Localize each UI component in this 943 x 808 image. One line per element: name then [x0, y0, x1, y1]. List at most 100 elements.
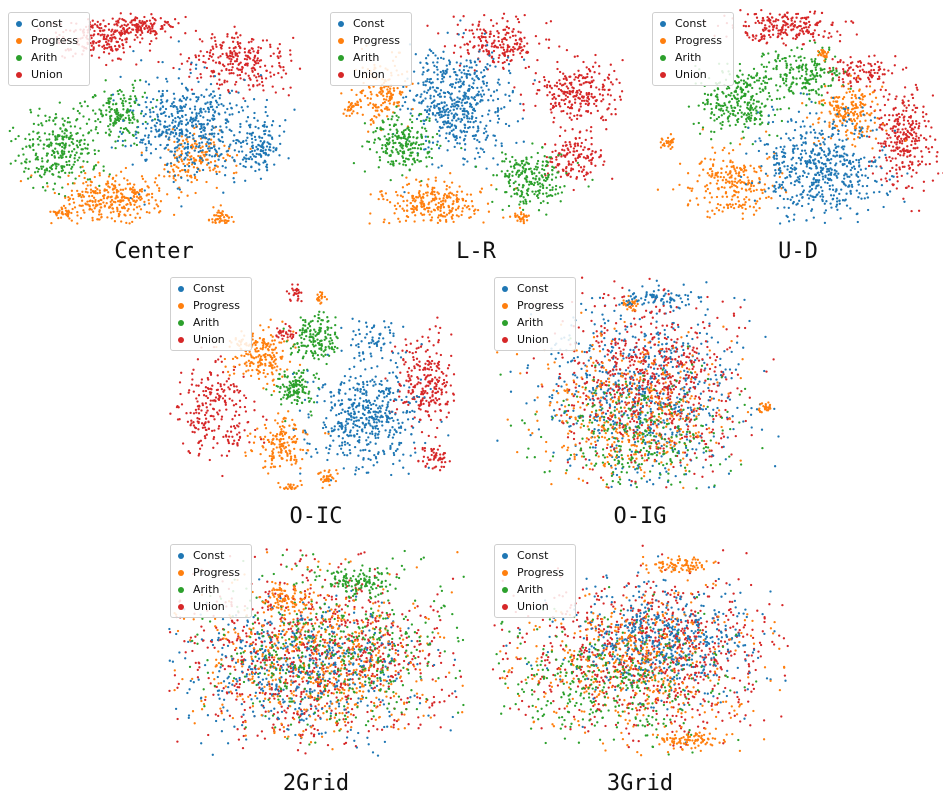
scatter-point — [124, 139, 127, 142]
scatter-point — [114, 111, 118, 114]
scatter-point — [565, 77, 568, 81]
scatter-point — [22, 153, 25, 156]
scatter-point — [548, 84, 552, 87]
scatter-point — [577, 155, 580, 158]
scatter-point — [106, 182, 110, 185]
scatter-point — [433, 64, 436, 67]
scatter-point — [554, 149, 557, 153]
scatter-point — [560, 110, 563, 113]
scatter-point — [239, 77, 242, 80]
scatter-point — [217, 147, 221, 150]
scatter-point — [388, 123, 391, 127]
scatter-point — [456, 190, 459, 193]
scatter-point — [512, 165, 516, 168]
scatter-point — [391, 135, 394, 139]
scatter-point — [46, 152, 49, 155]
scatter-point — [495, 174, 499, 177]
scatter-point — [440, 113, 443, 116]
scatter-point — [264, 77, 268, 80]
scatter-point — [154, 177, 157, 180]
scatter-point — [849, 81, 852, 84]
scatter-point — [580, 152, 583, 156]
scatter-point — [252, 59, 255, 62]
scatter-point — [463, 123, 466, 126]
scatter-point — [213, 110, 217, 113]
scatter-point — [589, 112, 593, 115]
scatter-point — [403, 190, 406, 194]
scatter-point — [568, 101, 571, 104]
scatter-point — [400, 91, 404, 94]
scatter-point — [391, 115, 394, 118]
scatter-point — [111, 207, 115, 210]
scatter-point — [221, 210, 224, 213]
scatter-point — [501, 38, 504, 41]
scatter-point — [86, 160, 89, 164]
scatter-point — [125, 203, 128, 206]
scatter-point — [450, 105, 453, 108]
scatter-point — [70, 193, 74, 197]
scatter-point — [448, 75, 452, 78]
scatter-point — [213, 117, 216, 121]
scatter-point — [519, 31, 522, 34]
scatter-point — [102, 37, 105, 41]
scatter-point — [248, 57, 252, 60]
scatter-point — [401, 150, 404, 154]
scatter-point — [544, 164, 548, 168]
scatter-point — [466, 48, 469, 52]
scatter-point — [478, 37, 482, 41]
scatter-point — [214, 39, 217, 43]
scatter-point — [543, 168, 546, 172]
scatter-point — [165, 89, 169, 93]
scatter-point — [45, 119, 48, 123]
scatter-point — [57, 175, 60, 178]
scatter-point — [370, 93, 373, 96]
scatter-point — [455, 61, 458, 64]
scatter-point — [68, 217, 71, 220]
scatter-point — [221, 213, 224, 217]
scatter-point — [566, 87, 570, 90]
scatter-point — [184, 156, 187, 159]
scatter-point — [273, 163, 276, 166]
scatter-point — [147, 186, 150, 189]
scatter-point — [436, 120, 439, 123]
scatter-point — [37, 167, 40, 171]
scatter-point — [160, 98, 163, 102]
scatter-point — [231, 40, 235, 43]
scatter-point — [154, 199, 157, 202]
scatter-point — [502, 48, 506, 52]
scatter-point — [424, 135, 427, 138]
scatter-point — [537, 196, 540, 200]
scatter-point — [185, 138, 188, 141]
scatter-point — [110, 47, 113, 50]
scatter-point — [611, 83, 614, 86]
scatter-point — [112, 99, 115, 102]
scatter-point — [385, 138, 388, 141]
scatter-point — [596, 109, 599, 113]
scatter-point — [159, 156, 162, 159]
scatter-point — [562, 77, 565, 81]
scatter-point — [549, 20, 553, 23]
scatter-point — [460, 190, 464, 193]
scatter-point — [229, 50, 232, 53]
scatter-point — [907, 164, 910, 167]
scatter-point — [793, 20, 797, 23]
scatter-point — [116, 200, 120, 203]
scatter-point — [236, 36, 239, 39]
scatter-point — [525, 192, 529, 195]
scatter-point — [538, 89, 541, 92]
scatter-point — [231, 66, 234, 69]
scatter-point — [582, 174, 586, 178]
scatter-point — [445, 108, 448, 111]
scatter-point — [174, 120, 177, 123]
scatter-point — [189, 158, 193, 161]
scatter-point — [244, 160, 248, 163]
scatter-point — [884, 140, 887, 143]
scatter-point — [98, 26, 101, 30]
scatter-point — [523, 13, 526, 17]
scatter-point — [578, 97, 582, 100]
scatter-point — [503, 54, 506, 57]
scatter-point — [101, 45, 104, 48]
scatter-point — [200, 111, 203, 114]
scatter-point — [205, 136, 208, 140]
scatter-point — [269, 75, 272, 78]
